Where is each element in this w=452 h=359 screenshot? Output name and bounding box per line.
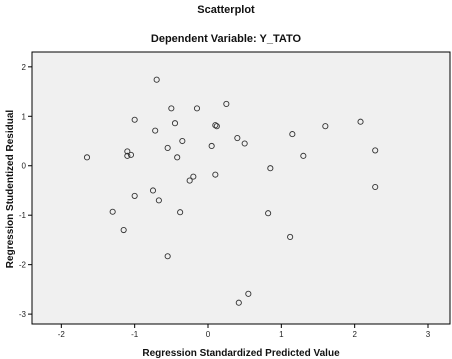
data-point — [177, 209, 184, 216]
data-point — [174, 154, 181, 161]
data-point — [155, 197, 162, 204]
data-point — [212, 122, 219, 129]
data-point — [124, 148, 131, 155]
data-point — [131, 116, 138, 123]
y-tick-label: -3 — [19, 310, 27, 319]
x-axis-label: Regression Standardized Predicted Value — [142, 348, 340, 359]
data-point — [213, 123, 220, 130]
y-tick-label: -2 — [19, 261, 27, 270]
data-point — [267, 165, 274, 172]
data-point — [168, 105, 175, 112]
data-point — [289, 131, 296, 138]
plot-area — [31, 51, 451, 325]
data-point — [245, 290, 252, 297]
chart-title: Scatterplot — [197, 4, 255, 16]
x-tick-label: 1 — [279, 330, 284, 339]
data-point — [322, 123, 329, 130]
data-point — [83, 154, 91, 161]
data-point — [149, 187, 157, 194]
data-point — [124, 152, 131, 159]
data-point — [208, 142, 215, 150]
data-point — [372, 147, 379, 154]
y-tick-label: 1 — [22, 112, 27, 121]
data-point — [357, 118, 364, 125]
x-tick-label: -2 — [58, 330, 66, 339]
x-tick-label: 3 — [426, 330, 431, 339]
data-points — [83, 76, 379, 306]
data-point — [212, 171, 219, 178]
y-tick-label: 2 — [22, 63, 27, 72]
data-point — [234, 135, 241, 142]
y-axis-label: Regression Studentized Residual — [5, 110, 16, 269]
data-point — [372, 183, 379, 191]
data-point — [152, 127, 159, 134]
x-tick-label: -1 — [131, 330, 139, 339]
data-point — [120, 226, 127, 234]
data-point — [235, 299, 242, 306]
data-point — [179, 137, 186, 145]
data-point — [265, 210, 272, 217]
data-point — [164, 144, 171, 151]
axis-ticks: -2 -1 0 1 2 3 -3 -2 -1 0 1 2 — [19, 63, 431, 339]
chart-subtitle: Dependent Variable: Y_TATO — [151, 33, 302, 45]
data-point — [109, 208, 116, 215]
y-tick-label: -1 — [19, 211, 27, 220]
data-point — [193, 105, 201, 112]
data-point — [287, 233, 294, 241]
data-point — [300, 152, 307, 159]
data-point — [127, 151, 135, 158]
data-point — [131, 192, 138, 199]
data-point — [164, 253, 171, 260]
data-point — [171, 120, 179, 127]
data-point — [190, 173, 197, 180]
x-tick-label: 0 — [206, 330, 211, 339]
data-point — [223, 100, 230, 107]
data-point — [153, 76, 160, 83]
x-tick-label: 2 — [352, 330, 357, 339]
data-point — [241, 140, 248, 147]
data-point — [186, 177, 193, 184]
y-tick-label: 0 — [22, 162, 27, 171]
